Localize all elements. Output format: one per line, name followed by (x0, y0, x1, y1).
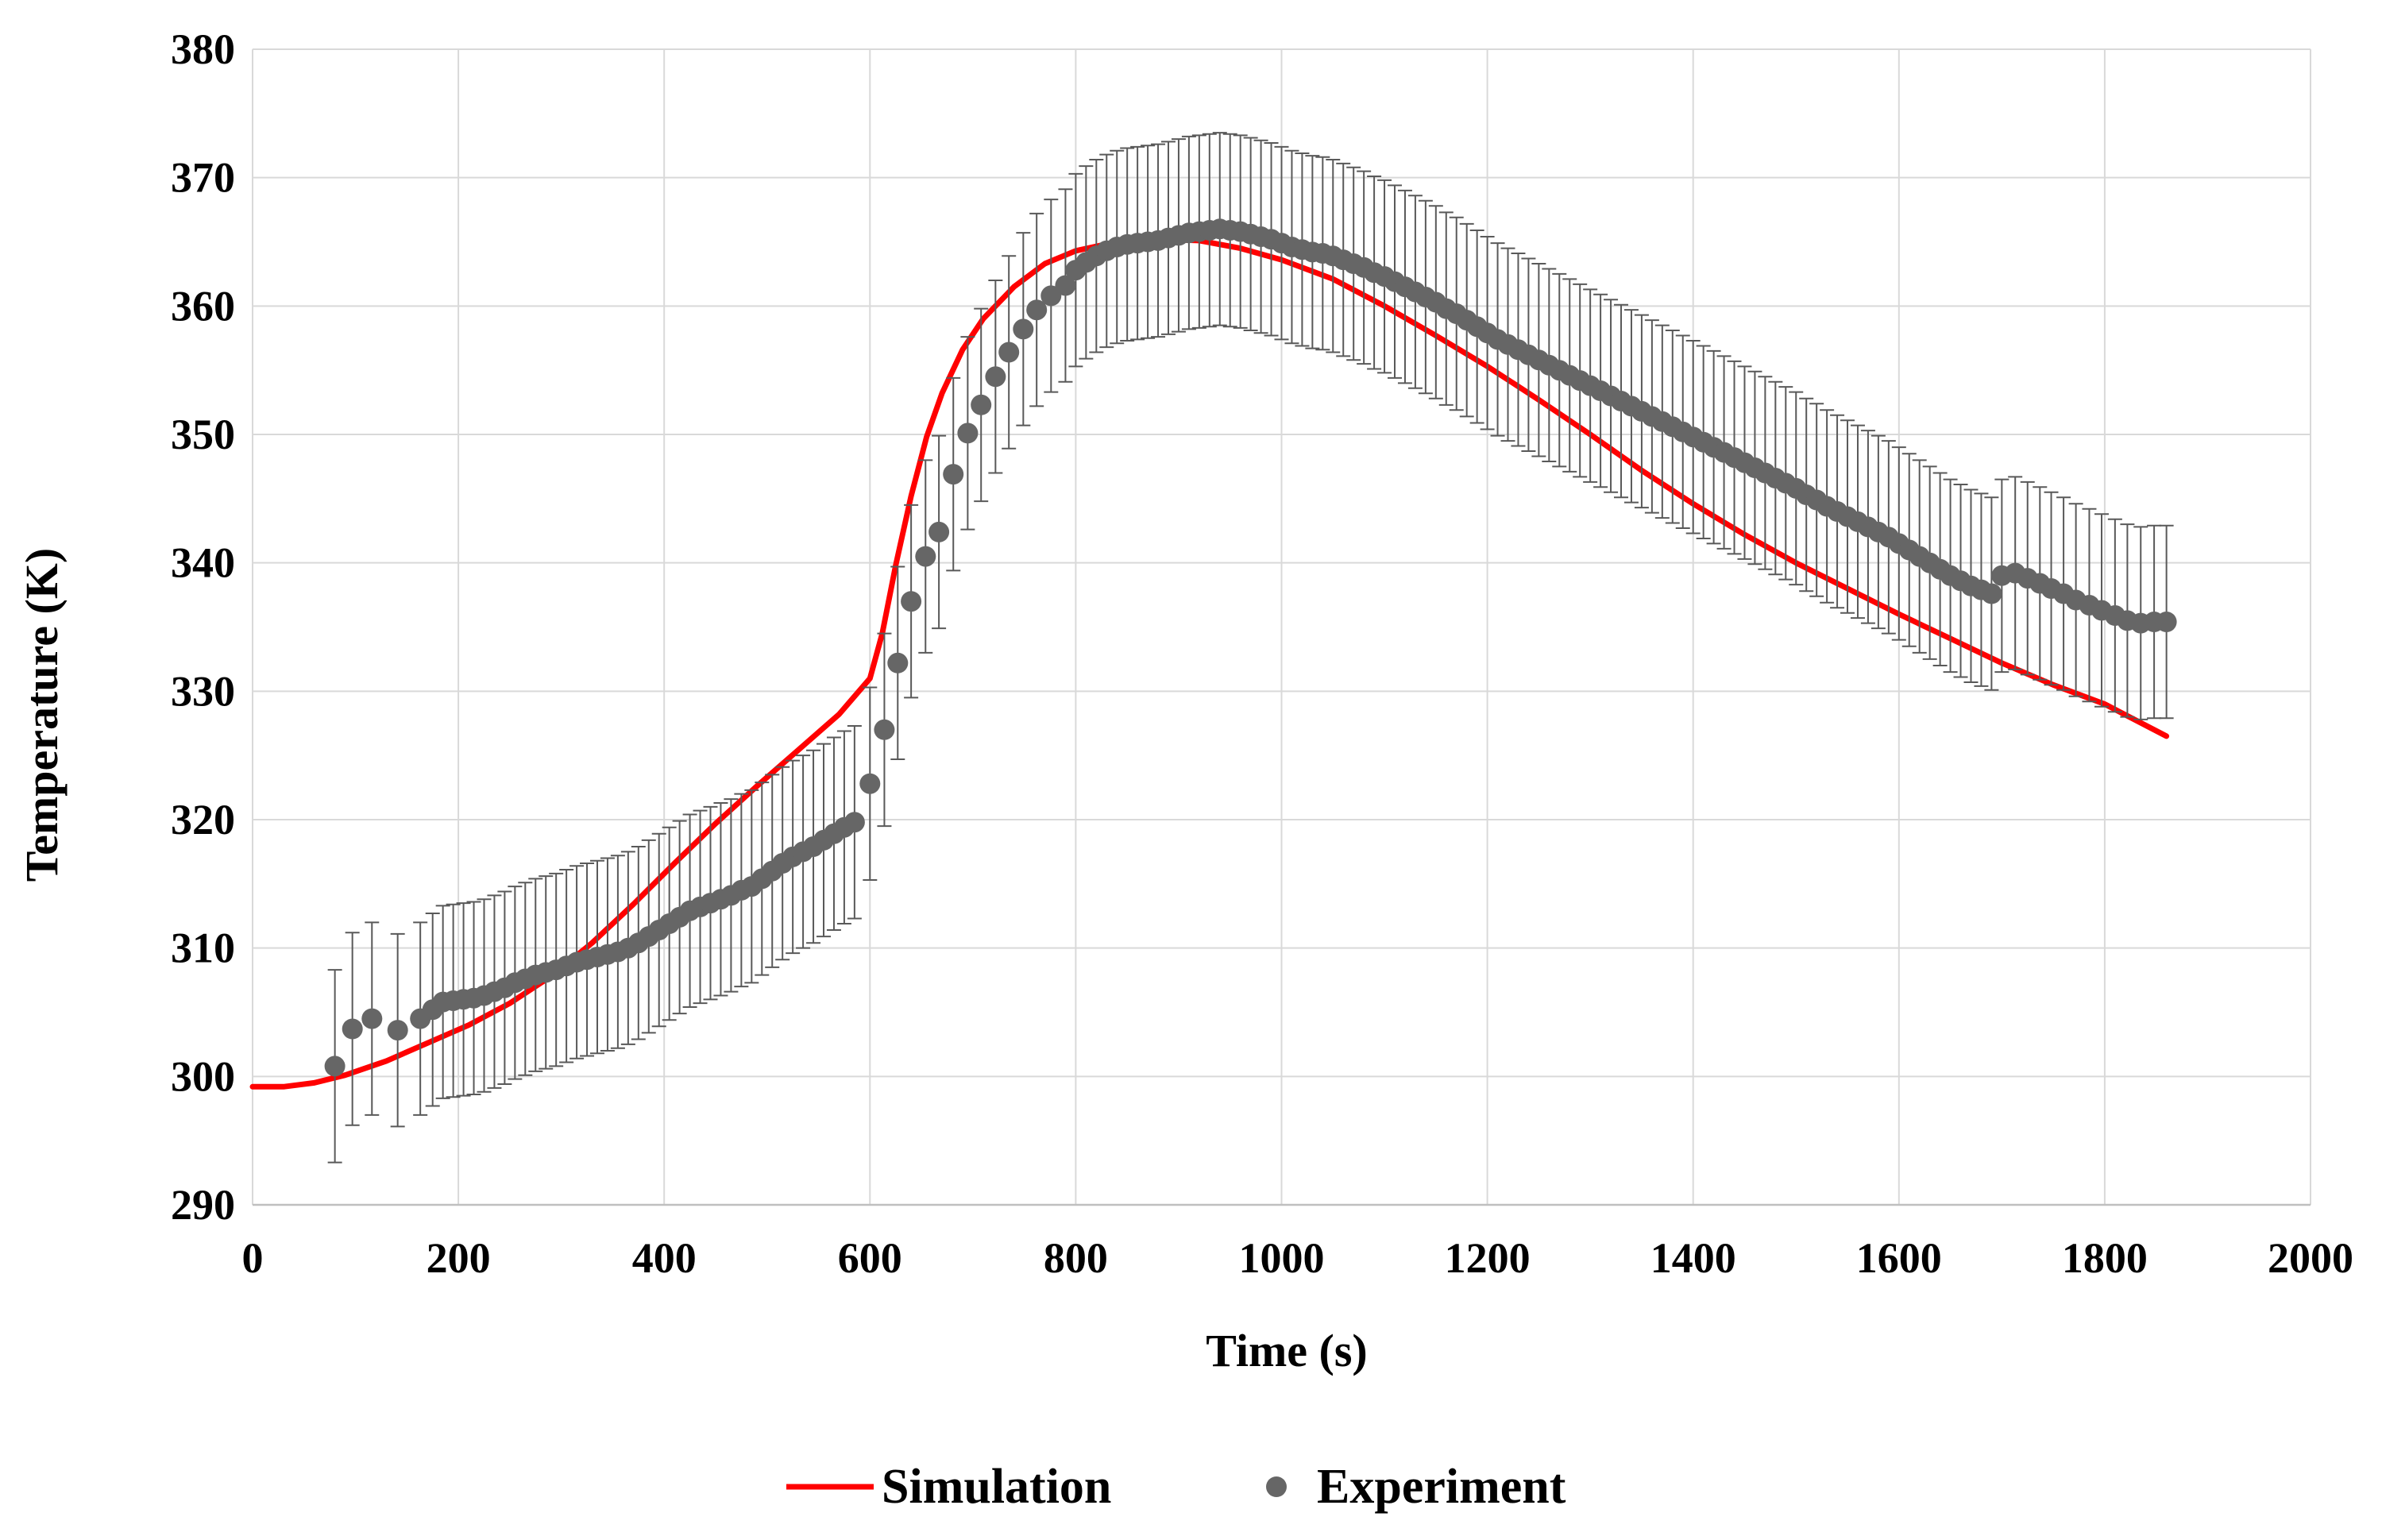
x-tick-label: 1600 (1856, 1234, 1942, 1282)
x-tick-label: 200 (427, 1234, 491, 1282)
experiment-point (859, 773, 881, 794)
experiment-point (1026, 299, 1048, 321)
x-tick-label: 400 (632, 1234, 697, 1282)
y-tick-label: 370 (171, 154, 235, 202)
legend-experiment-label: Experiment (1317, 1460, 1566, 1514)
x-tick-label: 1000 (1239, 1234, 1325, 1282)
experiment-point (361, 1008, 383, 1029)
legend: Simulation Experiment (786, 1460, 1566, 1514)
x-tick-label: 0 (242, 1234, 264, 1282)
experiment-point (1040, 285, 1062, 307)
x-tick-label: 800 (1044, 1234, 1108, 1282)
y-tick-labels: 290 300 310 320 330 340 350 360 370 380 (171, 25, 235, 1229)
simulation-line (249, 236, 2170, 1090)
experiment-point (901, 591, 922, 612)
experiment-point (874, 719, 895, 740)
x-tick-label: 600 (838, 1234, 902, 1282)
experiment-point (928, 521, 950, 542)
y-tick-label: 380 (171, 25, 235, 73)
y-tick-label: 340 (171, 539, 235, 587)
x-axis-title: Time (s) (1206, 1325, 1368, 1376)
experiment-point (844, 812, 865, 833)
y-tick-label: 350 (171, 411, 235, 458)
x-tick-label: 1400 (1650, 1234, 1736, 1282)
experiment-point (957, 423, 979, 444)
y-tick-label: 290 (171, 1181, 235, 1229)
y-tick-label: 300 (171, 1052, 235, 1100)
experiment-point (387, 1020, 408, 1041)
experiment-point (1055, 275, 1076, 296)
y-axis-title: Temperature (K) (16, 548, 68, 882)
experiment-point (998, 342, 1020, 363)
y-tick-label: 320 (171, 796, 235, 843)
x-tick-labels: 0 200 400 600 800 1000 1200 1400 1600 1800 2000 (242, 1234, 2354, 1282)
x-tick-label: 2000 (2268, 1234, 2353, 1282)
legend-simulation-label: Simulation (882, 1460, 1111, 1514)
experiment-point (915, 546, 936, 567)
x-tick-label: 1200 (1445, 1234, 1531, 1282)
experiment-point (971, 394, 992, 415)
experiment-point (324, 1056, 346, 1077)
y-tick-label: 360 (171, 282, 235, 330)
experiment-point (887, 652, 909, 674)
simulation-series (249, 236, 2170, 1090)
y-tick-label: 330 (171, 667, 235, 715)
experiment-point (2156, 612, 2177, 632)
experiment-point (1981, 583, 2002, 604)
experiment-point (1013, 318, 1034, 340)
experiment-point (985, 366, 1006, 388)
y-tick-label: 310 (171, 924, 235, 972)
experiment-point (342, 1018, 363, 1040)
experiment-error-bars (327, 132, 2174, 1164)
experiment-point (943, 464, 964, 485)
axes (252, 49, 2311, 1206)
x-tick-label: 1800 (2062, 1234, 2148, 1282)
legend-experiment-marker (1266, 1476, 1287, 1497)
experiment-series (324, 218, 2177, 1077)
